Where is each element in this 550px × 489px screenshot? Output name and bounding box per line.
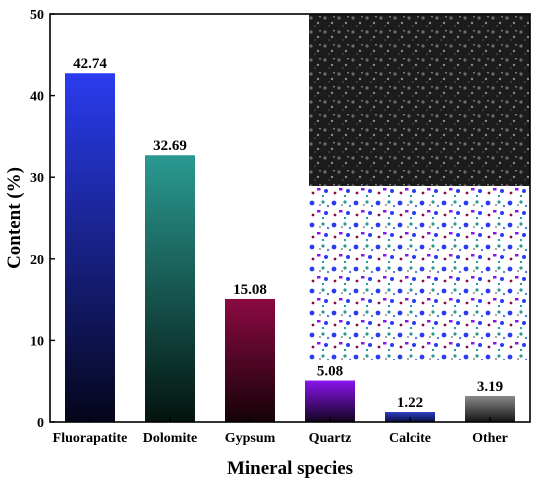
y-tick-label: 40 xyxy=(30,90,44,105)
sem-micrograph-image xyxy=(309,14,530,186)
y-axis-title: Content (%) xyxy=(4,167,25,269)
y-tick-label: 30 xyxy=(30,171,44,186)
x-axis-ticks: Fluorapatite Dolomite Gypsum Quartz Calcite O… xyxy=(53,417,508,446)
bar-gypsum xyxy=(225,298,275,422)
mineral-map-image xyxy=(309,186,530,360)
y-tick-label: 0 xyxy=(37,416,44,431)
x-tick-label-fluorapatite: Fluorapatite xyxy=(53,431,128,446)
value-label-dolomite: 32.69 xyxy=(153,138,187,154)
x-tick-label-dolomite: Dolomite xyxy=(143,431,197,446)
y-tick-label: 20 xyxy=(30,253,44,268)
bar-dolomite xyxy=(145,155,195,422)
x-tick-label-gypsum: Gypsum xyxy=(225,431,276,446)
inset-images xyxy=(309,14,530,360)
plot-frame xyxy=(49,13,531,423)
value-labels: 42.74 32.69 15.08 5.08 1.22 3.19 xyxy=(73,56,503,411)
x-axis-title: Mineral species xyxy=(227,458,353,479)
value-label-calcite: 1.22 xyxy=(397,395,423,411)
x-tick-label-quartz: Quartz xyxy=(309,431,352,446)
x-tick-label-calcite: Calcite xyxy=(389,431,431,446)
bars-group xyxy=(65,73,515,422)
bar-quartz xyxy=(305,380,355,422)
x-tick-label-other: Other xyxy=(472,431,508,446)
value-label-gypsum: 15.08 xyxy=(233,282,267,298)
y-tick-label: 10 xyxy=(30,334,44,349)
value-label-other: 3.19 xyxy=(477,379,503,395)
bar-fluorapatite xyxy=(65,73,115,422)
value-label-fluorapatite: 42.74 xyxy=(73,56,107,72)
y-axis-ticks: 0 10 20 30 40 50 xyxy=(30,8,55,431)
y-tick-label: 50 xyxy=(30,8,44,23)
value-label-quartz: 5.08 xyxy=(317,364,343,380)
